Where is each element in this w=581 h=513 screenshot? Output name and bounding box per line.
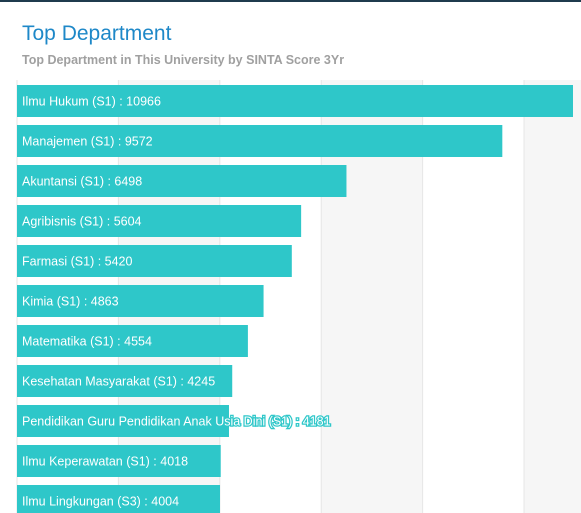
bar[interactable]	[17, 85, 573, 117]
bar-label: Matematika (S1) : 4554	[22, 335, 152, 349]
bar-label: Manajemen (S1) : 9572	[22, 135, 153, 149]
bar[interactable]	[17, 165, 347, 197]
bar-label: Ilmu Lingkungan (S3) : 4004	[22, 495, 179, 509]
bar-label: Pendidikan Guru Pendidikan Anak Usia Din…	[22, 415, 331, 429]
bar-label: Ilmu Keperawatan (S1) : 4018	[22, 455, 188, 469]
bar[interactable]	[17, 405, 229, 437]
grid-band	[524, 80, 581, 513]
bar[interactable]	[17, 365, 233, 397]
bar[interactable]	[17, 445, 221, 477]
bar-label: Kimia (S1) : 4863	[22, 295, 119, 309]
bar-label: Kesehatan Masyarakat (S1) : 4245	[22, 375, 215, 389]
bar-label: Akuntansi (S1) : 6498	[22, 175, 142, 189]
chart-subtitle: Top Department in This University by SIN…	[22, 53, 345, 67]
bar-label: Farmasi (S1) : 5420	[22, 255, 133, 269]
bar-label: Ilmu Hukum (S1) : 10966	[22, 95, 161, 109]
bar[interactable]	[17, 125, 503, 157]
top-border	[0, 0, 581, 2]
bar[interactable]	[17, 325, 248, 357]
bar-label: Agribisnis (S1) : 5604	[22, 215, 142, 229]
bar[interactable]	[17, 485, 221, 513]
chart-title: Top Department	[22, 22, 172, 45]
bar[interactable]	[17, 245, 292, 277]
bar[interactable]	[17, 285, 264, 317]
bar[interactable]	[17, 205, 302, 237]
